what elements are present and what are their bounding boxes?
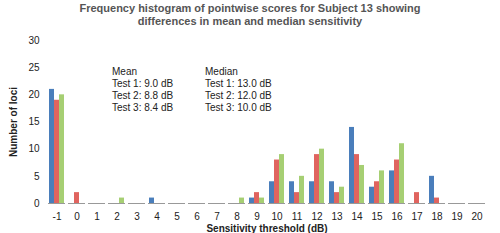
html-text:Test 2: 12.0 dB: Test 2: 12.0 dB — [205, 90, 272, 101]
html-text:Test 1: 13.0 dB: Test 1: 13.0 dB — [205, 78, 272, 89]
svg-text:18: 18 — [431, 211, 443, 222]
svg-text:0: 0 — [34, 198, 40, 209]
html-text:Test 2: 8.8 dB: Test 2: 8.8 dB — [112, 90, 174, 101]
svg-text:Number of loci: Number of loci — [8, 87, 19, 157]
svg-text:15: 15 — [371, 211, 383, 222]
svg-text:0: 0 — [74, 211, 80, 222]
svg-text:11: 11 — [292, 211, 303, 222]
svg-text:12: 12 — [311, 211, 323, 222]
svg-text:25: 25 — [28, 62, 40, 73]
svg-text:6: 6 — [194, 211, 200, 222]
svg-text:1: 1 — [94, 211, 100, 222]
svg-text:30: 30 — [28, 35, 40, 46]
svg-text:13: 13 — [331, 211, 343, 222]
svg-text:10: 10 — [271, 211, 283, 222]
svg-text:7: 7 — [214, 211, 220, 222]
svg-text:2: 2 — [114, 211, 120, 222]
svg-text:3: 3 — [134, 211, 140, 222]
svg-text:Sensitivity threshold (dB): Sensitivity threshold (dB) — [206, 223, 327, 233]
html-text:Frequency histogram of pointwi: Frequency histogram of pointwise scores … — [79, 2, 421, 27]
svg-text:20: 20 — [28, 89, 40, 100]
svg-text:14: 14 — [351, 211, 363, 222]
html-text:Test 1: 9.0 dB: Test 1: 9.0 dB — [112, 78, 174, 89]
svg-text:19: 19 — [451, 211, 463, 222]
svg-text:20: 20 — [471, 211, 483, 222]
html-text:Median: Median — [205, 66, 238, 77]
svg-text:5: 5 — [34, 171, 40, 182]
svg-text:5: 5 — [174, 211, 180, 222]
html-text:Test 3: 8.4 dB: Test 3: 8.4 dB — [112, 102, 174, 113]
svg-text:4: 4 — [154, 211, 160, 222]
svg-text:15: 15 — [28, 116, 40, 127]
svg-text:10: 10 — [28, 143, 40, 154]
html-text:Test 3: 10.0 dB: Test 3: 10.0 dB — [205, 102, 272, 113]
svg-text:17: 17 — [411, 211, 423, 222]
svg-text:9: 9 — [254, 211, 260, 222]
svg-text:-1: -1 — [53, 211, 62, 222]
html-text:Mean: Mean — [112, 66, 137, 77]
svg-text:8: 8 — [234, 211, 240, 222]
svg-text:16: 16 — [391, 211, 403, 222]
